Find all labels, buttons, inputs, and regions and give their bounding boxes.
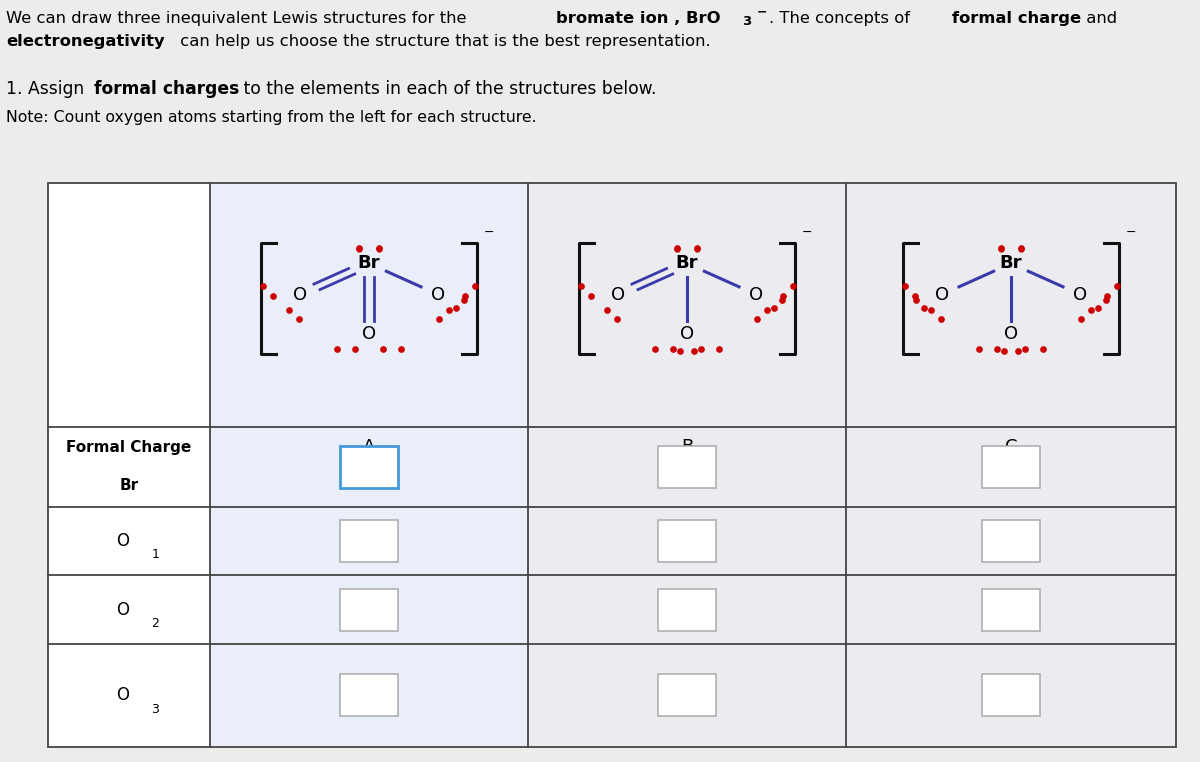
Bar xyxy=(658,674,715,716)
Text: O: O xyxy=(116,532,130,550)
Text: can help us choose the structure that is the best representation.: can help us choose the structure that is… xyxy=(175,34,710,50)
Bar xyxy=(983,520,1040,562)
Text: O: O xyxy=(1004,325,1018,344)
Text: formal charge: formal charge xyxy=(952,11,1081,27)
Text: B: B xyxy=(680,438,694,456)
Text: O: O xyxy=(431,286,445,303)
Text: O: O xyxy=(749,286,763,303)
Text: . The concepts of: . The concepts of xyxy=(769,11,916,27)
Text: −: − xyxy=(484,226,493,239)
Text: O: O xyxy=(116,687,130,704)
Text: bromate ion , BrO: bromate ion , BrO xyxy=(556,11,720,27)
Bar xyxy=(658,446,715,488)
Bar xyxy=(341,446,397,488)
Text: We can draw three inequivalent Lewis structures for the: We can draw three inequivalent Lewis str… xyxy=(6,11,472,27)
Text: −: − xyxy=(757,5,768,18)
Bar xyxy=(210,183,528,747)
Text: O: O xyxy=(116,600,130,619)
Bar xyxy=(658,588,715,631)
Text: 2: 2 xyxy=(151,616,160,630)
Bar xyxy=(341,674,397,716)
Text: Br: Br xyxy=(676,255,698,273)
Bar xyxy=(48,183,210,747)
Bar xyxy=(341,588,397,631)
Text: Br: Br xyxy=(120,479,138,493)
Text: Br: Br xyxy=(1000,255,1022,273)
Bar xyxy=(658,520,715,562)
Text: −: − xyxy=(802,226,811,239)
Text: 1: 1 xyxy=(151,548,160,562)
Text: electronegativity: electronegativity xyxy=(6,34,164,50)
Text: to the elements in each of the structures below.: to the elements in each of the structure… xyxy=(238,80,656,98)
Bar xyxy=(983,446,1040,488)
Text: −: − xyxy=(1126,226,1135,239)
Text: Formal Charge: Formal Charge xyxy=(66,440,192,455)
Text: O: O xyxy=(935,286,949,303)
Text: O: O xyxy=(293,286,307,303)
Text: 1. Assign: 1. Assign xyxy=(6,80,90,98)
Text: and: and xyxy=(1081,11,1117,27)
Text: O: O xyxy=(680,325,694,344)
Text: Note: Count oxygen atoms starting from the left for each structure.: Note: Count oxygen atoms starting from t… xyxy=(6,110,536,126)
Text: 3: 3 xyxy=(742,15,751,28)
Bar xyxy=(341,520,397,562)
Text: O: O xyxy=(362,325,376,344)
Bar xyxy=(983,588,1040,631)
Text: Br: Br xyxy=(358,255,380,273)
Text: C: C xyxy=(1004,438,1018,456)
Text: 3: 3 xyxy=(151,703,160,716)
Text: O: O xyxy=(1073,286,1087,303)
Text: formal charges: formal charges xyxy=(94,80,239,98)
Bar xyxy=(983,674,1040,716)
Text: O: O xyxy=(611,286,625,303)
Bar xyxy=(528,183,846,747)
Bar xyxy=(48,183,1176,747)
Text: A: A xyxy=(362,438,376,456)
Bar xyxy=(846,183,1176,747)
